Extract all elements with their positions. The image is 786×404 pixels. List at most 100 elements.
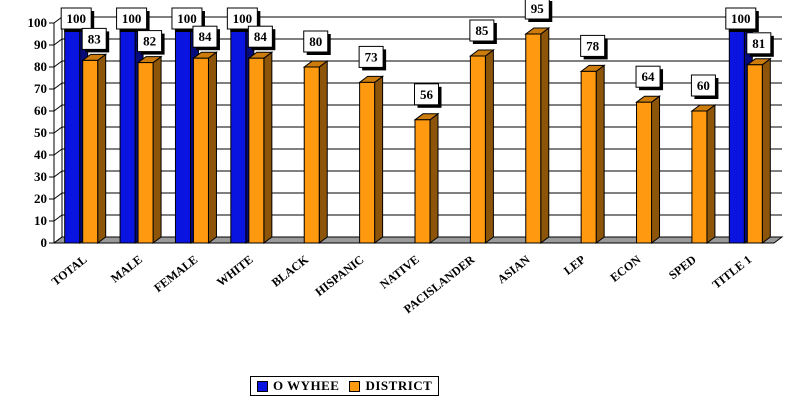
bar-district-title-1-side <box>761 57 771 244</box>
data-label-o-wyhee-total: 100 <box>60 7 95 32</box>
data-label-value: 84 <box>198 29 212 44</box>
bar-district-male-front <box>137 62 154 244</box>
bar-district-sped-side <box>706 104 716 244</box>
category-label-hispanic: HISPANIC <box>312 252 366 299</box>
bar-district-econ <box>635 95 662 244</box>
bar-district-sped-front <box>691 110 708 244</box>
data-label-box <box>137 30 163 53</box>
data-label-box <box>580 34 606 57</box>
bar-district-male <box>136 55 163 244</box>
y-tick-label-40: 40 <box>34 147 47 162</box>
y-tick-label-90: 90 <box>34 37 47 52</box>
category-label-title-1: TITLE 1 <box>710 252 755 291</box>
data-label-value: 56 <box>420 87 434 102</box>
data-label-district-total: 83 <box>81 27 110 53</box>
bar-district-native-front <box>414 119 431 244</box>
data-label-box <box>303 30 329 53</box>
data-label-value: 80 <box>309 34 322 49</box>
bar-district-sped <box>690 104 717 244</box>
data-label-box <box>226 7 258 30</box>
data-label-box <box>746 32 772 55</box>
bar-district-pacislander-front <box>469 55 486 244</box>
category-label-total: TOTAL <box>49 252 90 288</box>
category-label-native: NATIVE <box>377 252 422 291</box>
data-label-district-hispanic: 73 <box>358 45 387 71</box>
y-tick-label-60: 60 <box>34 103 47 118</box>
data-label-district-lep: 78 <box>580 34 608 60</box>
data-label-box <box>192 25 218 48</box>
data-label-district-female: 84 <box>192 25 220 51</box>
bar-district-pacislander <box>468 49 495 244</box>
category-label-asian: ASIAN <box>495 252 533 286</box>
category-label-econ: ECON <box>607 252 643 285</box>
bar-district-female-front <box>192 57 209 244</box>
data-label-value: 83 <box>88 31 102 46</box>
gridline-100 <box>53 16 782 24</box>
data-label-value: 85 <box>475 23 489 38</box>
data-label-box <box>635 65 661 88</box>
bar-district-total <box>81 53 108 244</box>
bar-district-female-side <box>207 51 217 244</box>
legend-label-owyhee: O WYHEE <box>273 378 340 393</box>
data-label-district-econ: 64 <box>635 65 664 91</box>
y-tick-label-10: 10 <box>34 213 47 228</box>
bar-district-title-1-front <box>746 64 763 244</box>
y-tick-label-30: 30 <box>34 169 47 184</box>
bar-district-native <box>413 112 440 244</box>
data-label-box <box>725 7 757 30</box>
data-label-box <box>358 45 384 68</box>
category-label-white: WHITE <box>214 252 256 289</box>
bar-district-lep <box>579 64 606 244</box>
legend: O WYHEE DISTRICT <box>250 376 440 396</box>
y-tick-label-100: 100 <box>28 15 48 30</box>
bar-district-lep-front <box>580 70 597 244</box>
bar-district-title-1 <box>745 57 772 244</box>
data-label-district-male: 82 <box>137 30 165 55</box>
data-label-value: 60 <box>697 78 710 93</box>
category-label-sped: SPED <box>666 252 699 282</box>
y-tick-labels: 0 10 20 30 40 50 60 70 80 90 100 <box>28 15 48 250</box>
category-label-black: BLACK <box>269 252 312 290</box>
category-label-male: MALE <box>108 252 145 285</box>
data-label-district-white: 84 <box>247 25 276 51</box>
bar-district-hispanic-front <box>359 81 376 244</box>
bar-district-econ-front <box>636 101 653 244</box>
bar-o-wyhee-female-front <box>174 22 191 244</box>
data-label-value: 95 <box>531 1 545 16</box>
legend-item-district: DISTRICT <box>349 378 432 394</box>
y-tick-label-80: 80 <box>34 59 47 74</box>
legend-swatch-owyhee <box>257 380 268 392</box>
y-tick-label-70: 70 <box>34 81 47 96</box>
bar-district-hispanic-side <box>374 75 384 244</box>
data-label-box <box>171 7 203 30</box>
bar-district-lep-side <box>595 64 605 244</box>
bar-o-wyhee-white-front <box>230 22 247 244</box>
data-label-value: 100 <box>122 11 142 26</box>
bar-district-black <box>302 60 329 244</box>
y-tick-label-20: 20 <box>34 191 47 206</box>
data-label-value: 78 <box>586 38 600 53</box>
data-label-box <box>690 74 716 97</box>
data-label-district-title-1: 81 <box>746 32 774 57</box>
bar-district-native-side <box>429 112 439 244</box>
data-label-value: 100 <box>233 11 253 26</box>
bar-district-total-front <box>82 59 99 244</box>
bar-district-asian-side <box>540 27 550 244</box>
data-label-box <box>60 7 92 30</box>
data-label-box <box>81 27 107 50</box>
legend-swatch-district <box>349 380 361 392</box>
bar-district-black-side <box>318 60 328 244</box>
bar-district-asian <box>524 27 551 244</box>
data-label-district-sped: 60 <box>690 74 719 99</box>
bar-district-female <box>191 51 218 244</box>
data-label-box <box>414 83 439 106</box>
data-label-value: 73 <box>365 49 379 64</box>
data-label-district-native: 56 <box>414 83 442 108</box>
data-label-o-wyhee-male: 100 <box>116 7 150 32</box>
data-label-box <box>524 0 550 20</box>
bar-district-econ-side <box>651 95 661 244</box>
bar-district-black-front <box>303 66 320 244</box>
category-label-female: FEMALE <box>151 252 200 295</box>
